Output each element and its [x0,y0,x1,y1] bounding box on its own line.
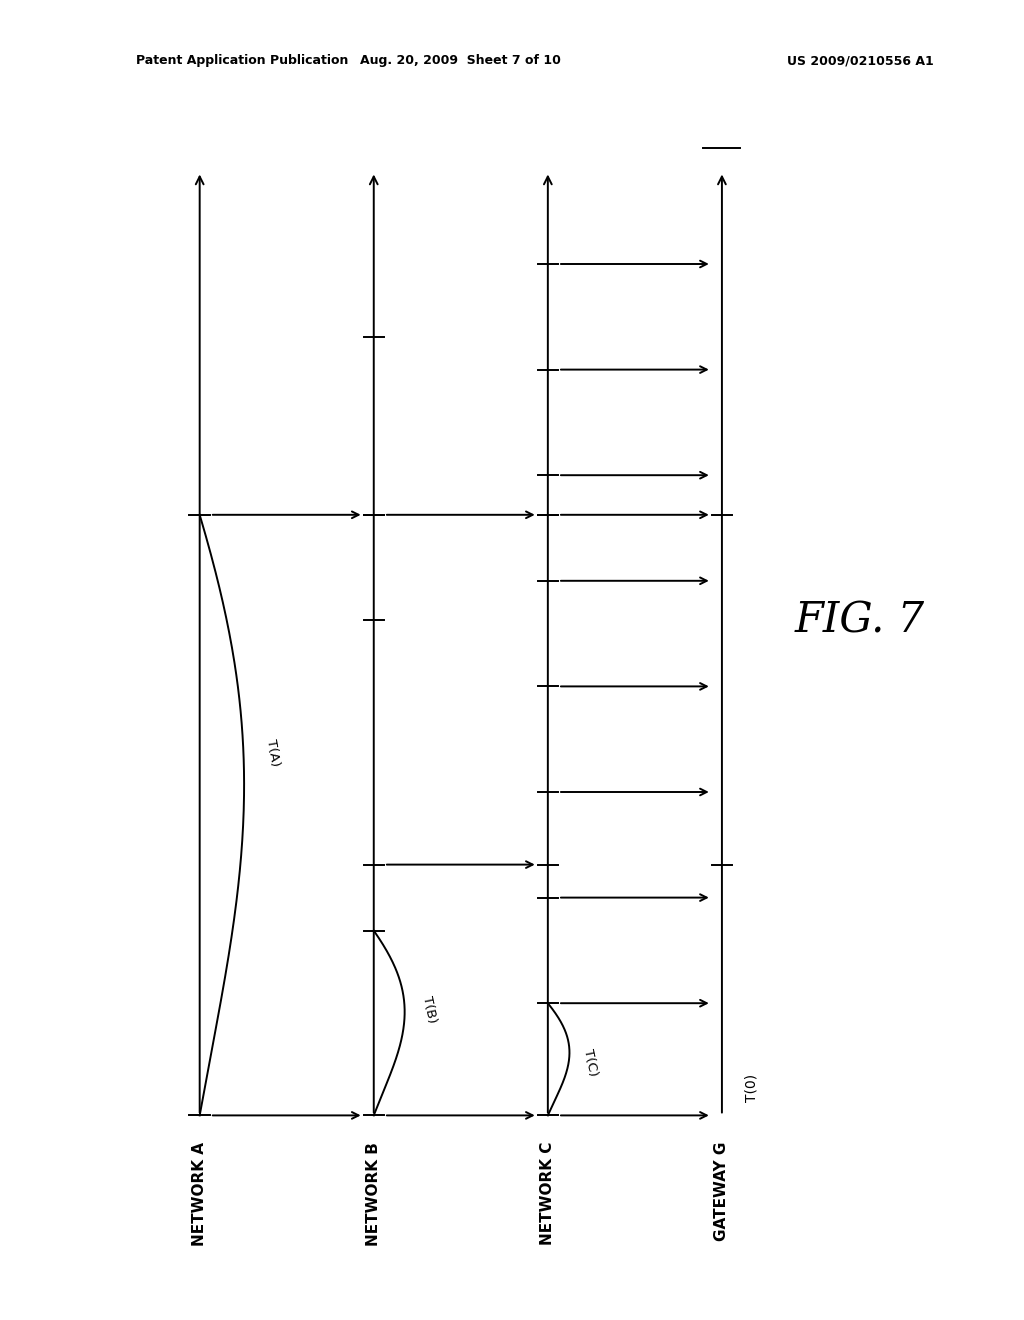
Text: NETWORK A: NETWORK A [193,1142,207,1246]
Text: NETWORK B: NETWORK B [367,1142,381,1246]
Text: T(A): T(A) [264,738,282,767]
Text: NETWORK C: NETWORK C [541,1142,555,1245]
Text: Aug. 20, 2009  Sheet 7 of 10: Aug. 20, 2009 Sheet 7 of 10 [360,54,561,67]
Text: T(B): T(B) [420,995,438,1024]
Text: T(0): T(0) [744,1074,759,1102]
Text: FIG. 7: FIG. 7 [795,599,926,642]
Text: US 2009/0210556 A1: US 2009/0210556 A1 [786,54,934,67]
Text: T(C): T(C) [581,1048,599,1077]
Text: Patent Application Publication: Patent Application Publication [136,54,348,67]
Text: GATEWAY G: GATEWAY G [715,1142,729,1241]
